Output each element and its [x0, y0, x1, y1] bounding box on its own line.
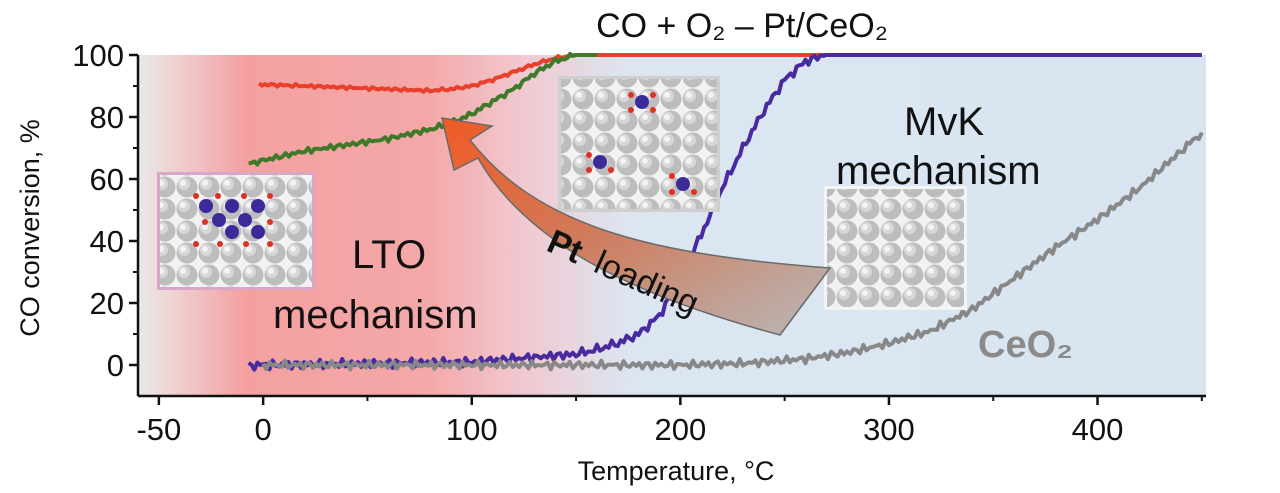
x-tick-label-4: 300	[863, 412, 915, 447]
lto-surface-model-image	[157, 172, 315, 290]
series-line-2	[247, 53, 1202, 372]
mvk-label-line2: mechanism	[836, 149, 1041, 193]
series-layer	[247, 51, 1204, 372]
series-line-3	[261, 131, 1204, 372]
x-tick-label-2: 100	[446, 412, 498, 447]
y-axis-title: CO conversion, %	[15, 119, 45, 337]
series-line-1	[248, 51, 597, 167]
axes-layer: -50 0 100 200 300 400 0 20 40 60 80 100	[72, 38, 1206, 447]
y-tick-label-1: 20	[90, 286, 124, 321]
mvk-label-line1: MvK	[904, 100, 984, 144]
chart-title: CO + O₂ – Pt/CeO₂	[596, 7, 888, 45]
lto-label-line1: LTO	[352, 233, 426, 277]
y-tick-label-3: 60	[90, 162, 124, 197]
x-axis-title: Temperature, °C	[578, 456, 775, 486]
x-tick-label-3: 200	[654, 412, 706, 447]
x-tick-label-0: -50	[136, 412, 181, 447]
y-tick-label-0: 0	[107, 348, 124, 383]
ceo2-series-label: CeO₂	[978, 324, 1073, 366]
x-tick-label-5: 400	[1072, 412, 1124, 447]
x-tick-label-1: 0	[255, 412, 272, 447]
y-tick-label-5: 100	[72, 38, 124, 73]
y-tick-label-2: 40	[90, 224, 124, 259]
ceo2-surface-model-image	[824, 186, 967, 310]
y-tick-label-4: 80	[90, 100, 124, 135]
pt-single-atom-model-image	[558, 76, 720, 212]
lto-label-line2: mechanism	[273, 293, 478, 337]
